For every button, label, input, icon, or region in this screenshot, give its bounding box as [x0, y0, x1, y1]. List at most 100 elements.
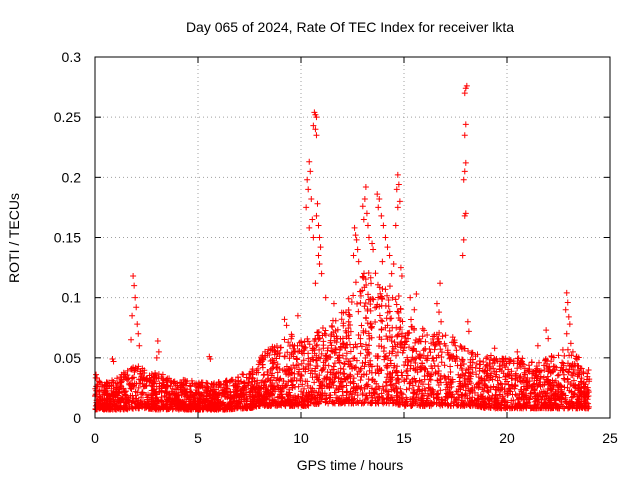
data-point — [234, 383, 241, 390]
data-point — [97, 404, 104, 411]
data-point — [333, 370, 340, 377]
data-point — [332, 345, 339, 352]
data-point — [372, 399, 379, 406]
data-point — [153, 374, 160, 381]
data-point — [222, 405, 229, 412]
data-point — [360, 270, 367, 277]
data-point — [337, 369, 344, 376]
data-point — [182, 385, 189, 392]
data-point — [260, 399, 267, 406]
data-point — [348, 362, 355, 369]
data-point — [570, 402, 577, 409]
data-point — [518, 395, 525, 402]
data-point — [177, 389, 184, 396]
data-point — [238, 405, 245, 412]
data-point — [370, 246, 377, 253]
data-point — [397, 264, 404, 271]
data-point — [362, 396, 369, 403]
data-point — [204, 380, 211, 387]
data-point — [517, 357, 524, 364]
data-point — [409, 347, 416, 354]
data-point — [399, 330, 406, 337]
data-point — [378, 326, 385, 333]
data-point — [220, 400, 227, 407]
data-point — [339, 392, 346, 399]
data-point — [385, 355, 392, 362]
data-point — [443, 393, 450, 400]
data-point — [364, 383, 371, 390]
data-point — [307, 168, 314, 175]
data-point — [434, 377, 441, 384]
data-point — [393, 352, 400, 359]
data-point — [313, 389, 320, 396]
data-point — [512, 372, 519, 379]
data-point — [132, 405, 139, 412]
data-point — [555, 381, 562, 388]
data-point — [392, 222, 399, 229]
data-point — [420, 392, 427, 399]
data-point — [400, 347, 407, 354]
data-point — [93, 371, 100, 378]
data-point — [106, 406, 113, 413]
data-point — [146, 378, 153, 385]
data-point — [432, 342, 439, 349]
data-point — [115, 398, 122, 405]
data-point — [276, 365, 283, 372]
data-point — [357, 386, 364, 393]
data-point — [534, 342, 541, 349]
data-point — [220, 381, 227, 388]
data-point — [256, 400, 263, 407]
data-point — [168, 388, 175, 395]
grid-lines — [95, 57, 610, 418]
data-point — [388, 270, 395, 277]
data-point — [302, 378, 309, 385]
data-point — [459, 252, 466, 259]
data-point — [461, 345, 468, 352]
data-point — [433, 300, 440, 307]
data-point — [254, 380, 261, 387]
data-point — [526, 366, 533, 373]
data-point — [387, 377, 394, 384]
data-point — [542, 405, 549, 412]
data-point — [528, 384, 535, 391]
data-point — [127, 392, 134, 399]
data-point — [298, 360, 305, 367]
data-point — [331, 389, 338, 396]
data-point — [319, 378, 326, 385]
data-point — [486, 398, 493, 405]
data-point — [445, 402, 452, 409]
data-point — [395, 331, 402, 338]
data-point — [215, 379, 222, 386]
data-point — [442, 393, 449, 400]
y-tick-label: 0.25 — [54, 109, 81, 125]
data-point — [514, 355, 521, 362]
data-point — [473, 381, 480, 388]
data-point — [397, 385, 404, 392]
x-tick-label: 20 — [499, 430, 515, 446]
data-point — [92, 406, 99, 413]
data-point — [383, 395, 390, 402]
data-point — [139, 389, 146, 396]
data-point — [564, 360, 571, 367]
data-point — [426, 376, 433, 383]
data-point — [318, 367, 325, 374]
data-point — [486, 365, 493, 372]
x-tick-label: 10 — [293, 430, 309, 446]
data-point — [381, 399, 388, 406]
data-point — [562, 398, 569, 405]
data-point — [306, 224, 313, 231]
data-point — [435, 400, 442, 407]
x-tick-label: 5 — [194, 430, 202, 446]
data-point — [441, 340, 448, 347]
data-point — [575, 354, 582, 361]
data-point — [406, 329, 413, 336]
data-point — [471, 389, 478, 396]
data-point — [365, 342, 372, 349]
data-point — [412, 379, 419, 386]
data-point — [521, 371, 528, 378]
data-point — [501, 396, 508, 403]
data-point — [288, 351, 295, 358]
data-point — [350, 292, 357, 299]
data-point — [211, 380, 218, 387]
data-point — [575, 385, 582, 392]
